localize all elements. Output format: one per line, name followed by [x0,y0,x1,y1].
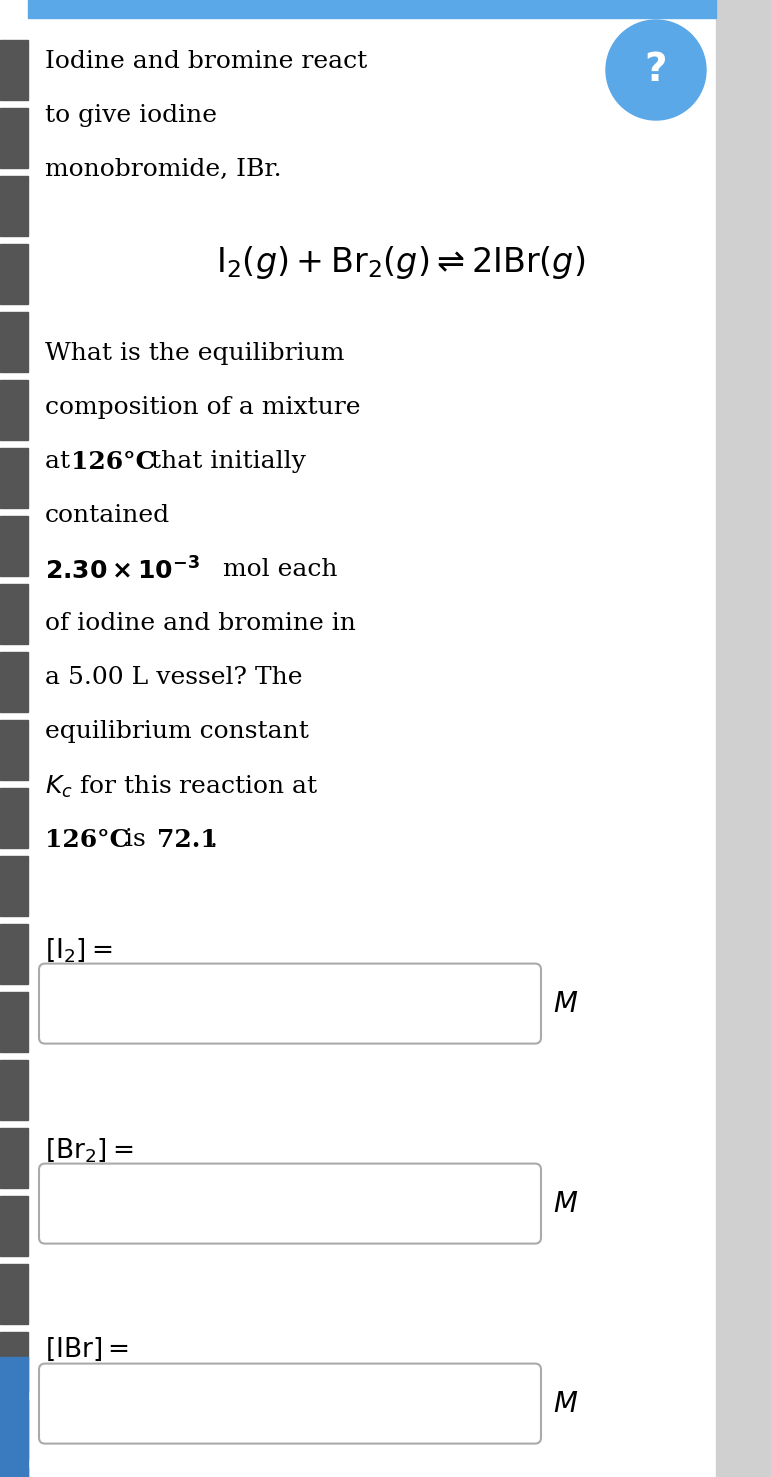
Text: 72.1: 72.1 [157,827,217,852]
Text: $M$: $M$ [553,990,578,1018]
Bar [0,993,28,1052]
Bar [0,1128,28,1188]
Bar [0,925,28,984]
Text: 126°C: 126°C [45,827,130,852]
Text: $M$: $M$ [553,1390,578,1418]
Bar [0,1332,28,1391]
FancyBboxPatch shape [39,1164,541,1244]
Text: composition of a mixture: composition of a mixture [45,396,361,418]
Text: of iodine and bromine in: of iodine and bromine in [45,611,356,635]
Text: contained: contained [45,504,170,527]
Text: What is the equilibrium: What is the equilibrium [45,341,345,365]
Bar [716,0,771,1477]
Bar [0,448,28,508]
Bar [0,1264,28,1323]
Bar [0,108,28,168]
Bar [0,1400,28,1459]
Text: $\mathbf{2.30 \times 10^{-3}}$: $\mathbf{2.30 \times 10^{-3}}$ [45,558,200,585]
Bar [0,719,28,780]
Text: .: . [210,827,218,851]
Bar [0,789,28,848]
Bar [0,857,28,916]
Text: $[\mathrm{IBr}] =$: $[\mathrm{IBr}] =$ [45,1335,129,1363]
Bar [0,583,28,644]
Bar [0,1357,28,1477]
Bar [0,1196,28,1255]
Text: $K_c$ for this reaction at: $K_c$ for this reaction at [45,774,318,801]
Text: mol each: mol each [215,558,338,580]
Bar [0,1468,28,1477]
FancyBboxPatch shape [39,1363,541,1443]
Text: $M$: $M$ [553,1189,578,1217]
Text: to give iodine: to give iodine [45,103,217,127]
Text: ?: ? [645,52,667,89]
Bar [0,651,28,712]
Bar [0,40,28,100]
Bar [28,0,716,18]
Text: 126°C: 126°C [71,449,156,474]
Text: that initially: that initially [143,449,306,473]
Text: at: at [45,449,78,473]
Bar [0,1060,28,1120]
Bar [0,312,28,372]
Text: $[\mathrm{I_2}] =$: $[\mathrm{I_2}] =$ [45,935,113,963]
Text: Iodine and bromine react: Iodine and bromine react [45,50,367,72]
FancyBboxPatch shape [39,963,541,1044]
Bar [0,515,28,576]
Text: monobromide, IBr.: monobromide, IBr. [45,158,281,182]
Bar [0,244,28,304]
Bar [0,380,28,440]
Text: is: is [117,827,153,851]
Text: a 5.00 L vessel? The: a 5.00 L vessel? The [45,666,302,688]
Circle shape [606,21,706,120]
Text: $[\mathrm{Br_2}] =$: $[\mathrm{Br_2}] =$ [45,1136,133,1164]
Bar [0,176,28,236]
Text: equilibrium constant: equilibrium constant [45,719,309,743]
Text: $\mathrm{I_2}(g) + \mathrm{Br_2}(g) \rightleftharpoons \mathrm{2IBr}(g)$: $\mathrm{I_2}(g) + \mathrm{Br_2}(g) \rig… [217,244,585,282]
